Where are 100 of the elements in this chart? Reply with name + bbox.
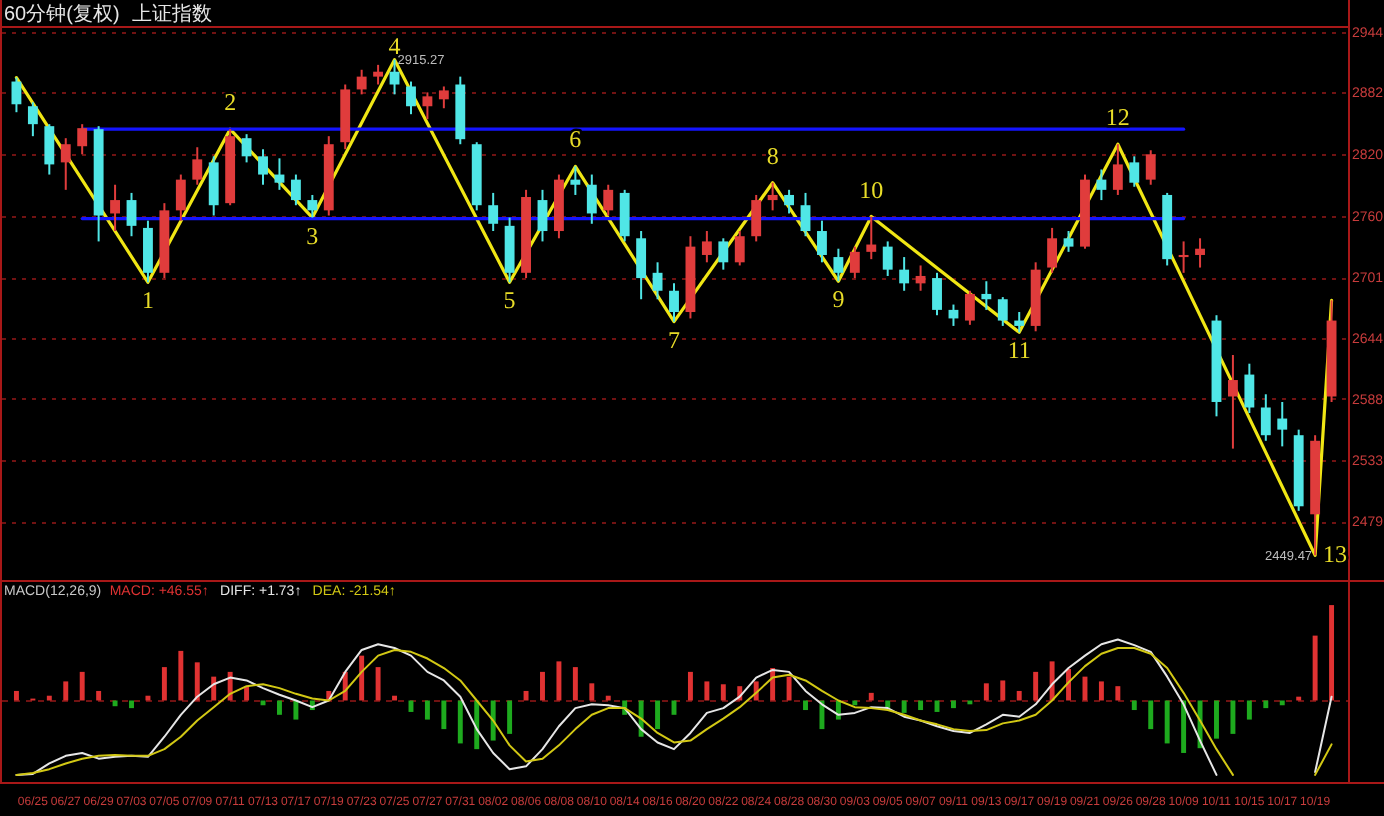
candlestick: [126, 191, 137, 238]
annotation: 12: [1105, 103, 1130, 132]
candlestick: [1277, 400, 1288, 448]
bar: [1230, 700, 1236, 734]
bar: [687, 671, 693, 701]
bar: [96, 690, 102, 701]
annotation: 7: [668, 325, 680, 354]
candlestick: [701, 230, 712, 264]
candlestick: [488, 191, 499, 233]
bar: [868, 692, 874, 701]
candlestick: [586, 173, 597, 225]
annotation: 13: [1323, 540, 1348, 569]
bar: [1263, 700, 1269, 709]
bar: [1312, 635, 1318, 701]
bar: [1246, 700, 1252, 720]
candlestick: [619, 188, 630, 243]
annotation: 8: [766, 141, 779, 170]
annotation: 2: [224, 88, 237, 117]
bar: [1033, 671, 1039, 701]
candlestick: [1195, 237, 1205, 269]
bar: [441, 700, 447, 730]
candlestick: [307, 193, 318, 219]
bar: [424, 700, 430, 720]
candlestick: [964, 289, 975, 326]
bar: [1181, 700, 1187, 753]
candlestick: [175, 173, 186, 222]
candlestick: [669, 282, 679, 323]
candlestick: [1014, 311, 1025, 334]
candlestick: [997, 296, 1008, 327]
candlestick: [866, 215, 877, 261]
bar: [556, 661, 562, 701]
bar: [523, 690, 529, 701]
bar: [293, 700, 299, 720]
annotation: 4: [388, 31, 401, 60]
bar: [803, 700, 808, 711]
bar: [63, 681, 69, 701]
bar: [704, 681, 710, 701]
bar: [852, 700, 858, 706]
candlestick: [504, 216, 515, 284]
candlestick: [1228, 354, 1238, 450]
bar: [572, 667, 578, 701]
bar: [457, 700, 463, 744]
annotation: 6: [569, 125, 582, 154]
candlestick: [1063, 230, 1074, 253]
bar: [277, 700, 282, 715]
bar: [901, 700, 907, 713]
candlestick: [27, 101, 38, 138]
bar: [359, 655, 365, 701]
annotation: 1: [141, 286, 154, 315]
candlestick: [981, 280, 992, 311]
bar: [375, 667, 381, 701]
bar: [507, 700, 513, 734]
annotation: 9: [832, 285, 845, 314]
bar: [951, 700, 956, 709]
chart-title: 60分钟(复权): [4, 2, 120, 26]
bar: [13, 690, 19, 701]
candlestick: [192, 146, 203, 186]
bar: [983, 683, 989, 701]
candlestick: [44, 123, 55, 176]
annotation: 3: [306, 221, 319, 250]
bar: [1016, 690, 1022, 701]
bar: [918, 700, 924, 711]
annotation: 10: [859, 175, 884, 204]
bar: [1131, 700, 1137, 711]
candlestick: [734, 230, 745, 267]
candlestick: [849, 245, 860, 280]
bar: [1098, 681, 1104, 701]
candlestick: [882, 240, 893, 277]
candlestick: [1047, 226, 1058, 274]
candlestick: [652, 261, 663, 301]
candlestick: [1129, 155, 1140, 188]
candlestick: [1178, 240, 1189, 274]
candlestick: [77, 123, 88, 156]
bar: [1164, 700, 1170, 744]
bar: [1115, 686, 1121, 701]
bar: [720, 684, 726, 701]
candlestick: [241, 133, 252, 164]
annotation: 11: [1007, 336, 1031, 365]
candlestick: [60, 137, 71, 191]
candlestick: [274, 157, 285, 191]
bar: [1279, 700, 1285, 706]
candlestick: [143, 219, 153, 284]
bar: [1329, 605, 1335, 701]
candlestick: [406, 80, 416, 116]
bar: [655, 700, 661, 730]
bar: [540, 671, 545, 701]
candlestick: [208, 155, 219, 217]
candlestick: [1244, 362, 1255, 415]
candlestick: [258, 148, 268, 186]
bar: [786, 676, 792, 701]
candlestick: [1260, 393, 1271, 442]
bar: [1148, 700, 1154, 730]
candlestick: [784, 188, 795, 215]
chart-subtitle: 上证指数: [131, 2, 212, 26]
candlestick: [800, 191, 811, 238]
candlestick: [373, 63, 384, 86]
candlestick: [833, 247, 844, 283]
candlestick: [636, 230, 647, 301]
candlestick: [915, 264, 926, 292]
candlestick: [356, 68, 367, 96]
